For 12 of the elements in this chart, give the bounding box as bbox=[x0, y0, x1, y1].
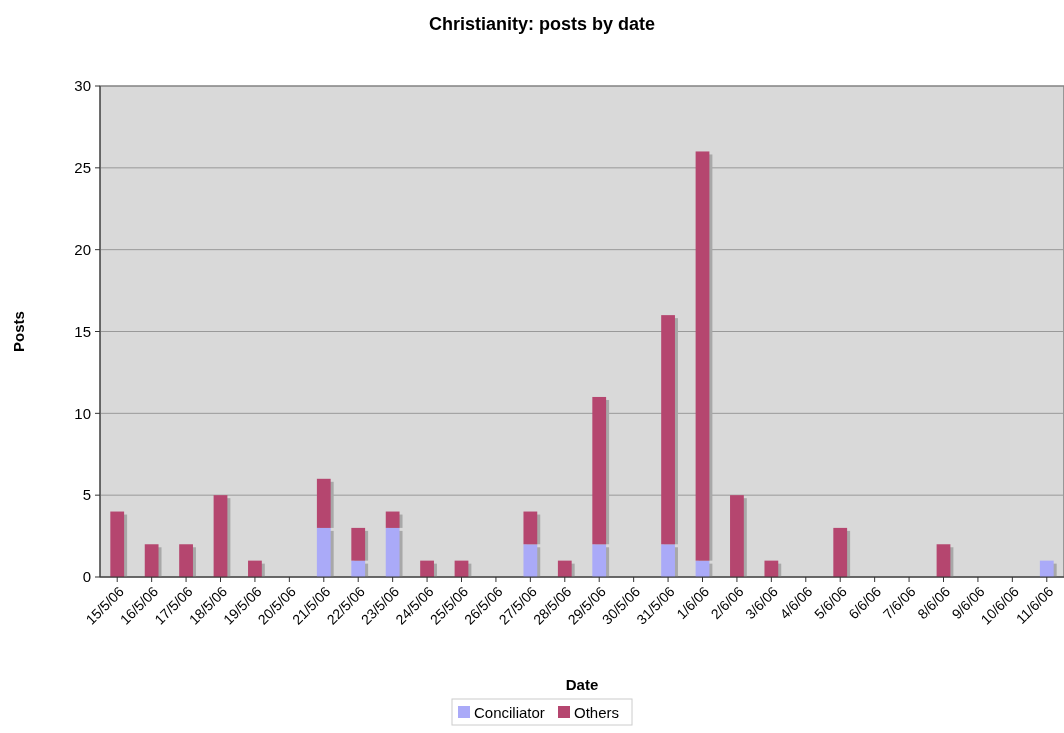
x-axis-title: Date bbox=[565, 676, 599, 693]
y-tick-label: 20 bbox=[74, 240, 91, 258]
y-tick-label: 25 bbox=[74, 159, 91, 177]
y-tick-label: 10 bbox=[74, 404, 91, 422]
y-tick-label: 5 bbox=[82, 486, 91, 504]
y-tick-label: 0 bbox=[82, 568, 91, 586]
chart-title: Christianity: posts by date bbox=[428, 14, 656, 34]
legend-label: Others bbox=[574, 704, 620, 722]
y-axis-title: Posts bbox=[10, 311, 27, 352]
y-tick-label: 15 bbox=[74, 322, 91, 340]
y-tick-label: 30 bbox=[74, 77, 91, 95]
legend-label: Conciliator bbox=[474, 704, 545, 722]
